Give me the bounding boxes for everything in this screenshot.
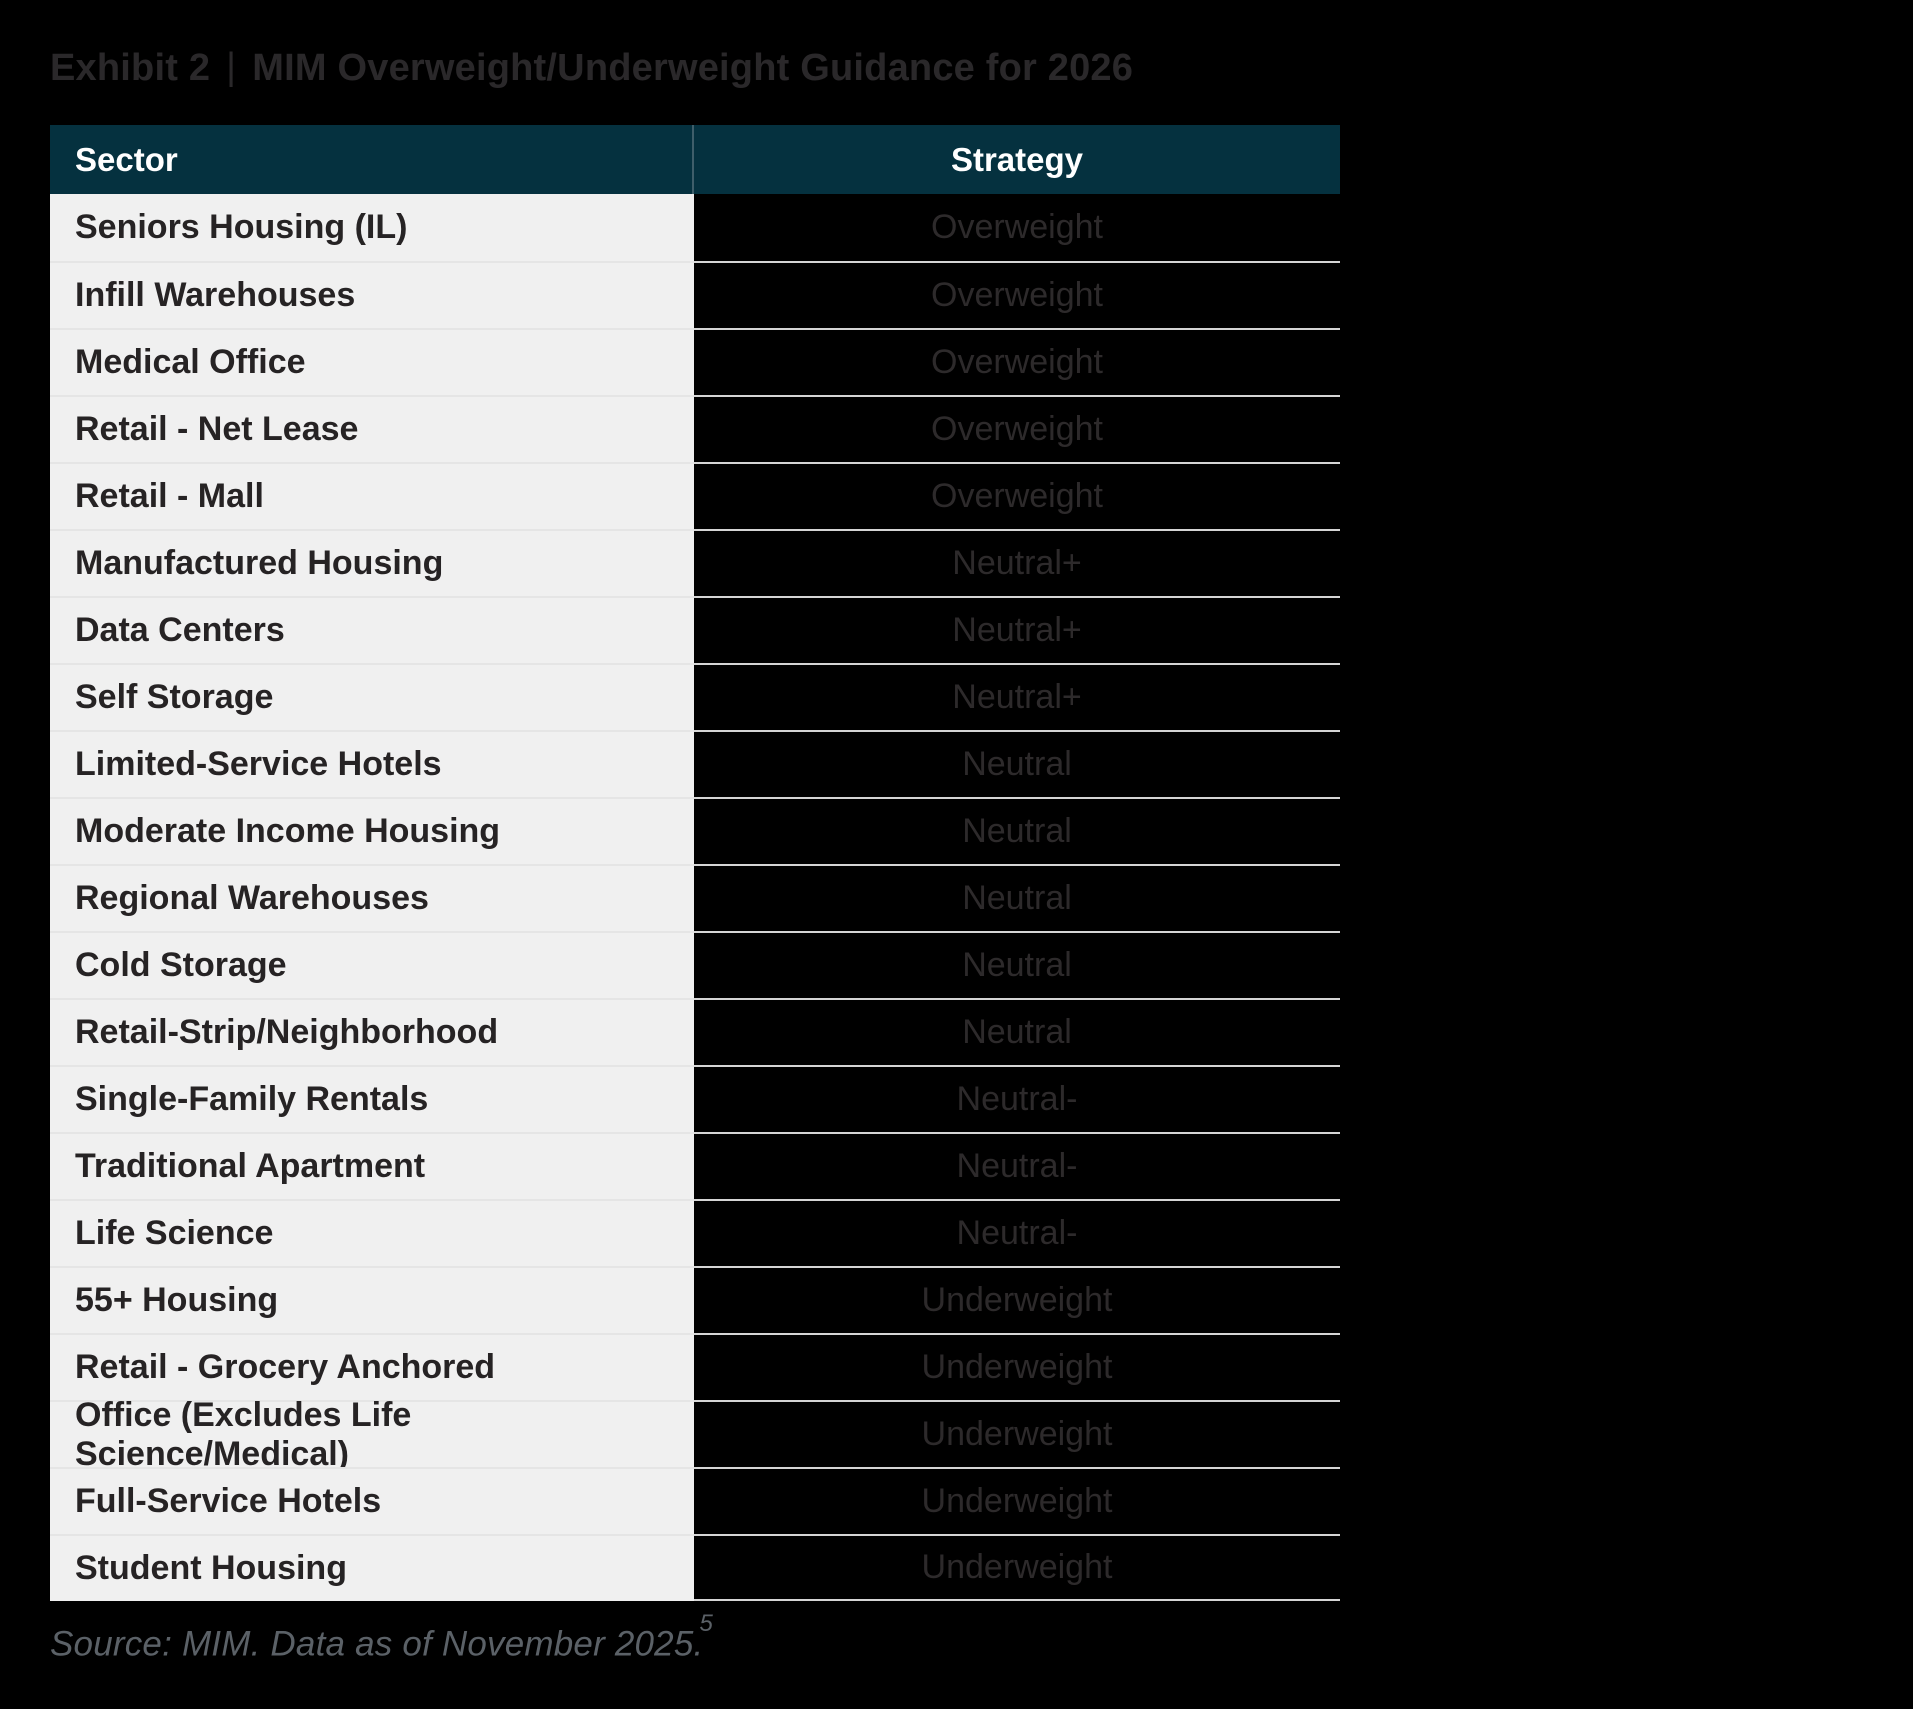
- strategy-cell: Overweight: [694, 395, 1340, 462]
- strategy-cell: Underweight: [694, 1467, 1340, 1534]
- footnote-superscript: 5: [699, 1610, 714, 1637]
- sector-cell: Life Science: [50, 1199, 694, 1266]
- source-footnote: Source: MIM. Data as of November 2025.5: [50, 1610, 717, 1665]
- table-row: Student Housing Underweight: [50, 1534, 1340, 1601]
- sector-cell: Traditional Apartment: [50, 1132, 694, 1199]
- sector-cell: Self Storage: [50, 663, 694, 730]
- strategy-cell: Neutral-: [694, 1132, 1340, 1199]
- source-text: Source: MIM. Data as of November 2025.: [50, 1624, 704, 1664]
- strategy-cell: Neutral+: [694, 663, 1340, 730]
- table-row: Retail-Strip/Neighborhood Neutral: [50, 998, 1340, 1065]
- strategy-cell: Overweight: [694, 328, 1340, 395]
- table-row: Seniors Housing (IL) Overweight: [50, 194, 1340, 261]
- strategy-cell: Neutral-: [694, 1065, 1340, 1132]
- sector-cell: Manufactured Housing: [50, 529, 694, 596]
- sector-cell: Data Centers: [50, 596, 694, 663]
- sector-cell: Single-Family Rentals: [50, 1065, 694, 1132]
- strategy-cell: Underweight: [694, 1400, 1340, 1467]
- table-row: Medical Office Overweight: [50, 328, 1340, 395]
- strategy-cell: Neutral: [694, 931, 1340, 998]
- strategy-cell: Neutral: [694, 864, 1340, 931]
- guidance-table: Sector Strategy Seniors Housing (IL) Over…: [50, 125, 1340, 1601]
- table-row: Moderate Income Housing Neutral: [50, 797, 1340, 864]
- sector-cell: Infill Warehouses: [50, 261, 694, 328]
- strategy-cell: Neutral: [694, 730, 1340, 797]
- table-row: Data Centers Neutral+: [50, 596, 1340, 663]
- sector-cell: Retail - Net Lease: [50, 395, 694, 462]
- strategy-cell: Underweight: [694, 1534, 1340, 1601]
- sector-cell: Regional Warehouses: [50, 864, 694, 931]
- table-row: Traditional Apartment Neutral-: [50, 1132, 1340, 1199]
- sector-cell: Retail - Mall: [50, 462, 694, 529]
- sector-cell: Full-Service Hotels: [50, 1467, 694, 1534]
- table-row: Infill Warehouses Overweight: [50, 261, 1340, 328]
- strategy-cell: Overweight: [694, 462, 1340, 529]
- table-row: Limited-Service Hotels Neutral: [50, 730, 1340, 797]
- sector-cell: Student Housing: [50, 1534, 694, 1601]
- table-row: Retail - Mall Overweight: [50, 462, 1340, 529]
- sector-cell: Seniors Housing (IL): [50, 194, 694, 261]
- sector-cell: Office (Excludes Life Science/Medical): [50, 1396, 694, 1473]
- sector-cell: 55+ Housing: [50, 1266, 694, 1333]
- sector-cell: Cold Storage: [50, 931, 694, 998]
- table-row: 55+ Housing Underweight: [50, 1266, 1340, 1333]
- sector-cell: Retail - Grocery Anchored: [50, 1333, 694, 1400]
- exhibit-label: Exhibit 2: [50, 47, 211, 89]
- table-row: Regional Warehouses Neutral: [50, 864, 1340, 931]
- sector-cell: Moderate Income Housing: [50, 797, 694, 864]
- sector-cell: Limited-Service Hotels: [50, 730, 694, 797]
- table-row: Retail - Grocery Anchored Underweight: [50, 1333, 1340, 1400]
- exhibit-title: Exhibit 2 | MIM Overweight/Underweight Gui…: [50, 46, 1134, 90]
- strategy-cell: Neutral: [694, 797, 1340, 864]
- strategy-cell: Underweight: [694, 1266, 1340, 1333]
- strategy-cell: Overweight: [694, 194, 1340, 261]
- table-row: Self Storage Neutral+: [50, 663, 1340, 730]
- table-row: Office (Excludes Life Science/Medical) Un…: [50, 1396, 1340, 1473]
- table-header-row: Sector Strategy: [50, 125, 1340, 194]
- table-row: Full-Service Hotels Underweight: [50, 1467, 1340, 1534]
- table-row: Cold Storage Neutral: [50, 931, 1340, 998]
- column-header-sector: Sector: [50, 125, 694, 194]
- title-pipe-separator: |: [226, 46, 237, 88]
- table-row: Retail - Net Lease Overweight: [50, 395, 1340, 462]
- strategy-cell: Neutral+: [694, 529, 1340, 596]
- table-row: Life Science Neutral-: [50, 1199, 1340, 1266]
- exhibit-title-text: MIM Overweight/Underweight Guidance for …: [252, 47, 1134, 89]
- strategy-cell: Neutral-: [694, 1199, 1340, 1266]
- table-row: Single-Family Rentals Neutral-: [50, 1065, 1340, 1132]
- strategy-cell: Overweight: [694, 261, 1340, 328]
- sector-cell: Medical Office: [50, 328, 694, 395]
- strategy-cell: Neutral+: [694, 596, 1340, 663]
- table-row: Manufactured Housing Neutral+: [50, 529, 1340, 596]
- sector-cell: Retail-Strip/Neighborhood: [50, 998, 694, 1065]
- table-body: Seniors Housing (IL) Overweight Infill War…: [50, 194, 1340, 1601]
- strategy-cell: Underweight: [694, 1333, 1340, 1400]
- column-header-strategy: Strategy: [950, 140, 1084, 178]
- strategy-cell: Neutral: [694, 998, 1340, 1065]
